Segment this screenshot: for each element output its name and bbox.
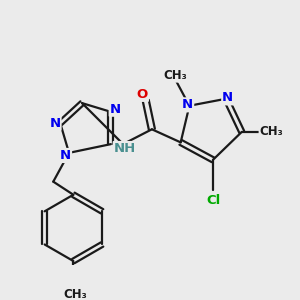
- Text: NH: NH: [114, 142, 136, 155]
- Text: N: N: [50, 117, 61, 130]
- Text: O: O: [137, 88, 148, 101]
- Text: N: N: [182, 98, 193, 111]
- Text: CH₃: CH₃: [260, 125, 283, 138]
- Text: N: N: [60, 149, 71, 162]
- Text: Cl: Cl: [207, 194, 221, 207]
- Text: CH₃: CH₃: [63, 288, 87, 300]
- Text: N: N: [110, 103, 121, 116]
- Text: CH₃: CH₃: [164, 69, 187, 82]
- Text: N: N: [222, 92, 233, 104]
